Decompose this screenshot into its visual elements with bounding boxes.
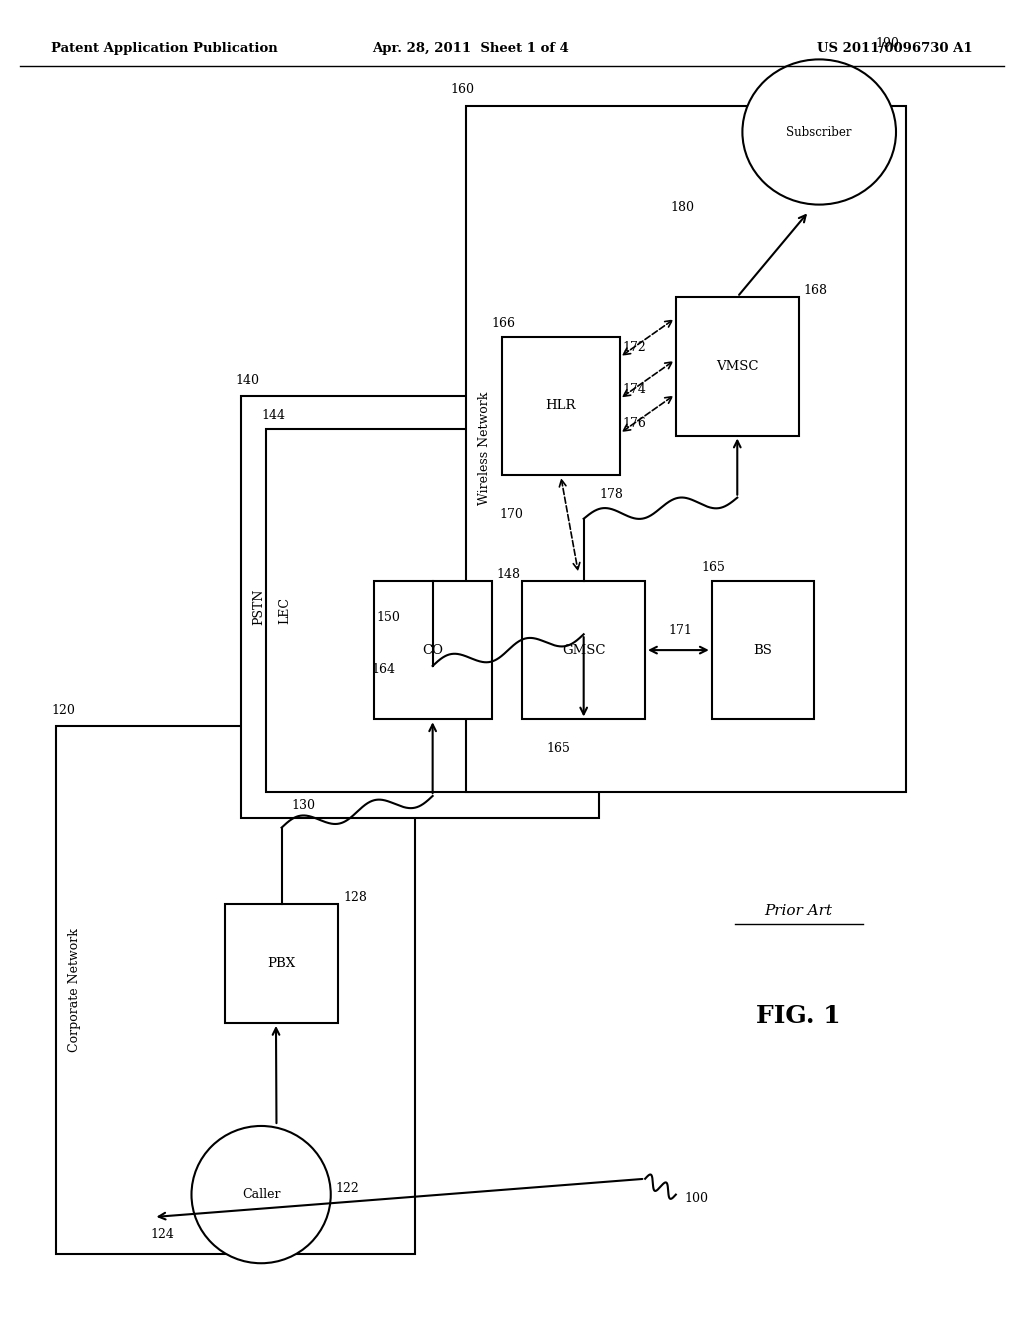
Bar [266, 429, 579, 792]
Text: 124: 124 [151, 1228, 174, 1241]
Text: US 2011/0096730 A1: US 2011/0096730 A1 [817, 42, 973, 55]
Text: 120: 120 [51, 704, 75, 717]
Bar [522, 581, 645, 719]
Text: 171: 171 [668, 624, 692, 636]
Text: GMSC: GMSC [562, 644, 605, 656]
Text: HLR: HLR [546, 400, 575, 412]
Text: Apr. 28, 2011  Sheet 1 of 4: Apr. 28, 2011 Sheet 1 of 4 [373, 42, 569, 55]
Text: VMSC: VMSC [716, 360, 759, 372]
Bar [241, 396, 599, 818]
Text: Wireless Network: Wireless Network [478, 392, 490, 506]
Text: 176: 176 [623, 417, 646, 430]
Bar [502, 337, 620, 475]
Text: 148: 148 [497, 568, 520, 581]
Ellipse shape [742, 59, 896, 205]
Text: Caller: Caller [242, 1188, 281, 1201]
Text: 165: 165 [701, 561, 725, 574]
Text: 165: 165 [547, 742, 570, 755]
Text: BS: BS [754, 644, 772, 656]
Text: 160: 160 [451, 83, 474, 96]
Text: 174: 174 [623, 383, 646, 396]
Bar [712, 581, 814, 719]
Text: 130: 130 [292, 799, 315, 812]
Bar [676, 297, 799, 436]
Text: 128: 128 [343, 891, 367, 904]
Text: 180: 180 [671, 202, 694, 214]
Text: 122: 122 [336, 1181, 359, 1195]
Text: Subscriber: Subscriber [786, 125, 852, 139]
Text: 166: 166 [492, 317, 515, 330]
Text: 100: 100 [684, 1192, 708, 1205]
Ellipse shape [191, 1126, 331, 1263]
Bar [225, 904, 338, 1023]
Bar [374, 581, 492, 719]
Text: FIG. 1: FIG. 1 [757, 1005, 841, 1028]
Text: PBX: PBX [267, 957, 296, 970]
Text: Corporate Network: Corporate Network [69, 928, 81, 1052]
Bar [466, 106, 906, 792]
Text: PSTN: PSTN [253, 589, 265, 626]
Text: Prior Art: Prior Art [765, 904, 833, 917]
Text: Patent Application Publication: Patent Application Publication [51, 42, 278, 55]
Text: 190: 190 [876, 37, 899, 50]
Bar [56, 726, 415, 1254]
Text: 170: 170 [500, 508, 523, 521]
Text: 178: 178 [599, 488, 623, 502]
Text: CO: CO [422, 644, 443, 656]
Text: 144: 144 [261, 409, 285, 422]
Text: 164: 164 [371, 664, 395, 676]
Text: LEC: LEC [279, 597, 291, 624]
Text: 140: 140 [236, 374, 259, 387]
Text: 168: 168 [804, 284, 827, 297]
Text: 150: 150 [377, 611, 400, 623]
Text: 172: 172 [623, 341, 646, 354]
